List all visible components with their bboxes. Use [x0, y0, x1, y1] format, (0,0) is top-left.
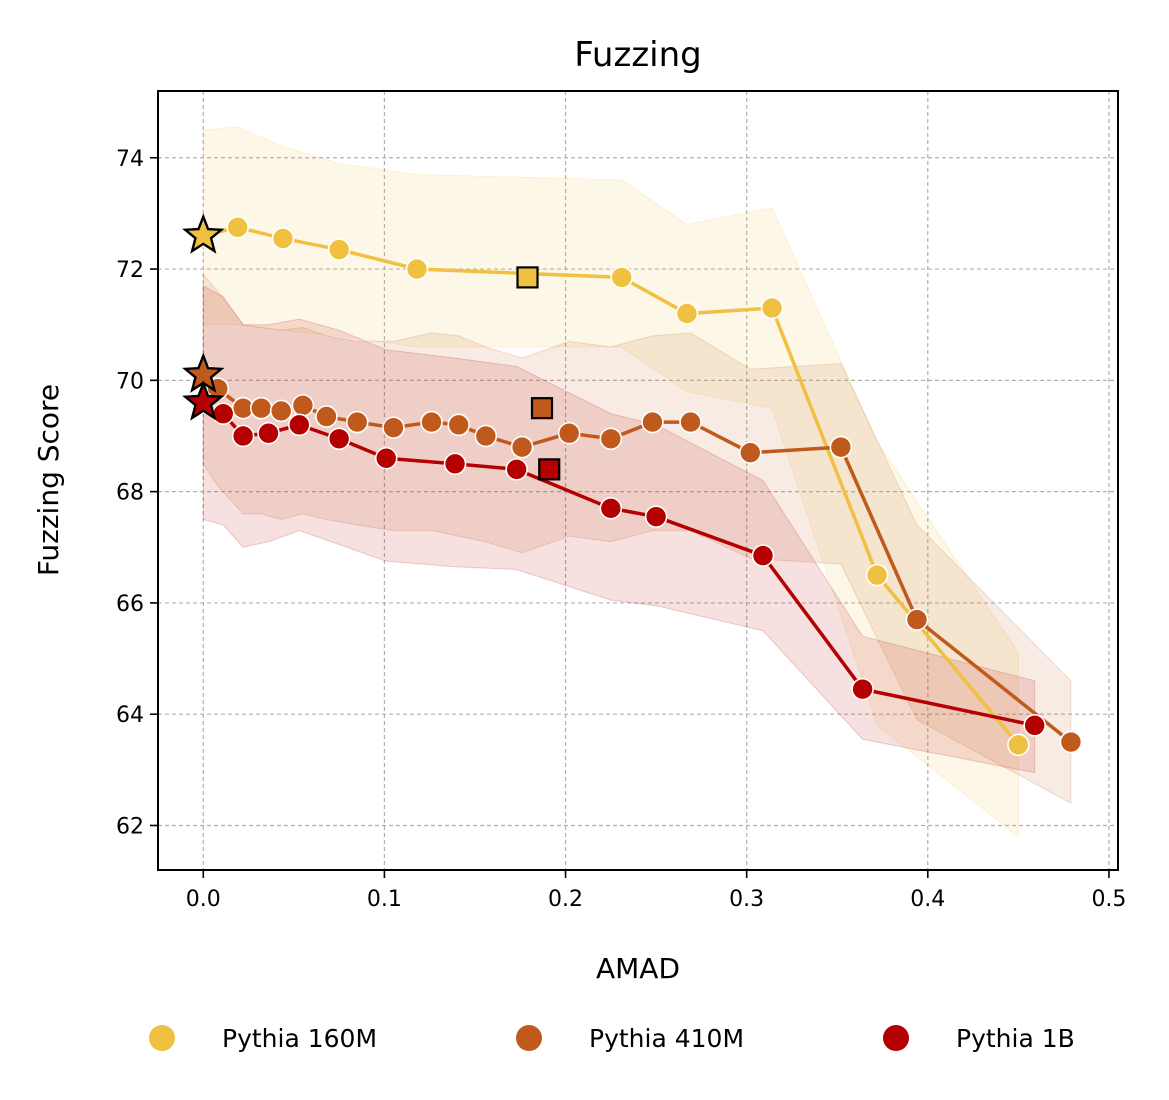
data-point — [599, 427, 623, 451]
data-point — [760, 296, 784, 320]
data-point — [447, 413, 470, 437]
y-tick-label: 62 — [116, 814, 144, 839]
data-point — [226, 216, 249, 239]
star-marker — [182, 380, 225, 421]
x-axis-ticks: 0.0 0.1 0.2 0.3 0.4 0.5 — [186, 870, 1126, 912]
legend-label: Pythia 410M — [589, 1024, 744, 1053]
data-point — [1023, 714, 1046, 737]
data-point — [291, 394, 315, 417]
data-point — [382, 416, 405, 439]
legend: Pythia 160M Pythia 410M Pythia 1B — [149, 1024, 1075, 1053]
data-point — [1007, 733, 1030, 757]
x-tick-label: 0.1 — [367, 887, 402, 912]
confidence-bands — [202, 126, 1072, 838]
data-point — [644, 505, 668, 528]
data-point — [599, 497, 623, 520]
data-point — [345, 410, 369, 434]
y-tick-label: 74 — [116, 147, 144, 172]
data-point — [679, 410, 702, 434]
data-point — [610, 266, 633, 289]
data-point — [557, 421, 581, 445]
x-tick-label: 0.0 — [186, 887, 221, 912]
data-point — [474, 424, 498, 448]
y-axis-ticks: 62 64 66 68 70 72 74 — [116, 147, 158, 839]
square-marker — [530, 397, 554, 420]
confidence-band — [202, 273, 1072, 805]
data-point — [739, 441, 762, 464]
x-tick-label: 0.3 — [729, 887, 764, 912]
legend-label: Pythia 160M — [222, 1024, 377, 1053]
data-point — [851, 677, 874, 701]
square-marker — [538, 458, 561, 481]
legend-marker — [883, 1025, 909, 1051]
data-point — [865, 563, 889, 587]
data-point — [327, 427, 351, 451]
data-point — [420, 410, 443, 434]
data-point — [327, 238, 351, 261]
data-point — [675, 302, 699, 325]
data-point — [249, 396, 273, 420]
y-tick-label: 70 — [116, 369, 144, 394]
y-tick-label: 72 — [116, 258, 144, 283]
x-tick-label: 0.4 — [910, 887, 945, 912]
data-point — [641, 410, 664, 434]
x-axis-label: AMAD — [596, 952, 680, 985]
y-tick-label: 66 — [116, 592, 144, 617]
data-point — [443, 452, 467, 476]
data-point — [271, 227, 295, 250]
data-point — [231, 424, 255, 448]
plot-frame — [157, 90, 1119, 871]
series-markers — [182, 213, 1083, 757]
data-point — [257, 421, 280, 445]
chart-title: Fuzzing — [574, 35, 702, 75]
data-point — [374, 446, 398, 470]
y-axis-label: Fuzzing Score — [32, 384, 65, 576]
data-point — [315, 405, 338, 428]
data-point — [505, 458, 528, 481]
data-point — [510, 435, 534, 459]
confidence-band — [202, 284, 1036, 774]
star-marker — [182, 213, 225, 254]
legend-marker — [149, 1025, 175, 1051]
x-tick-label: 0.2 — [548, 887, 583, 912]
y-tick-label: 64 — [116, 703, 144, 728]
legend-label: Pythia 1B — [956, 1024, 1075, 1053]
y-tick-label: 68 — [116, 481, 144, 506]
data-point — [751, 544, 775, 567]
data-point — [269, 399, 293, 423]
square-marker — [516, 266, 539, 289]
x-tick-label: 0.5 — [1091, 887, 1126, 912]
data-point — [211, 402, 235, 426]
data-point — [1059, 730, 1083, 754]
data-point — [905, 608, 929, 631]
confidence-band — [202, 126, 1019, 838]
data-point — [405, 257, 429, 281]
data-point — [829, 435, 853, 459]
data-point — [287, 413, 311, 437]
legend-marker — [516, 1025, 542, 1051]
